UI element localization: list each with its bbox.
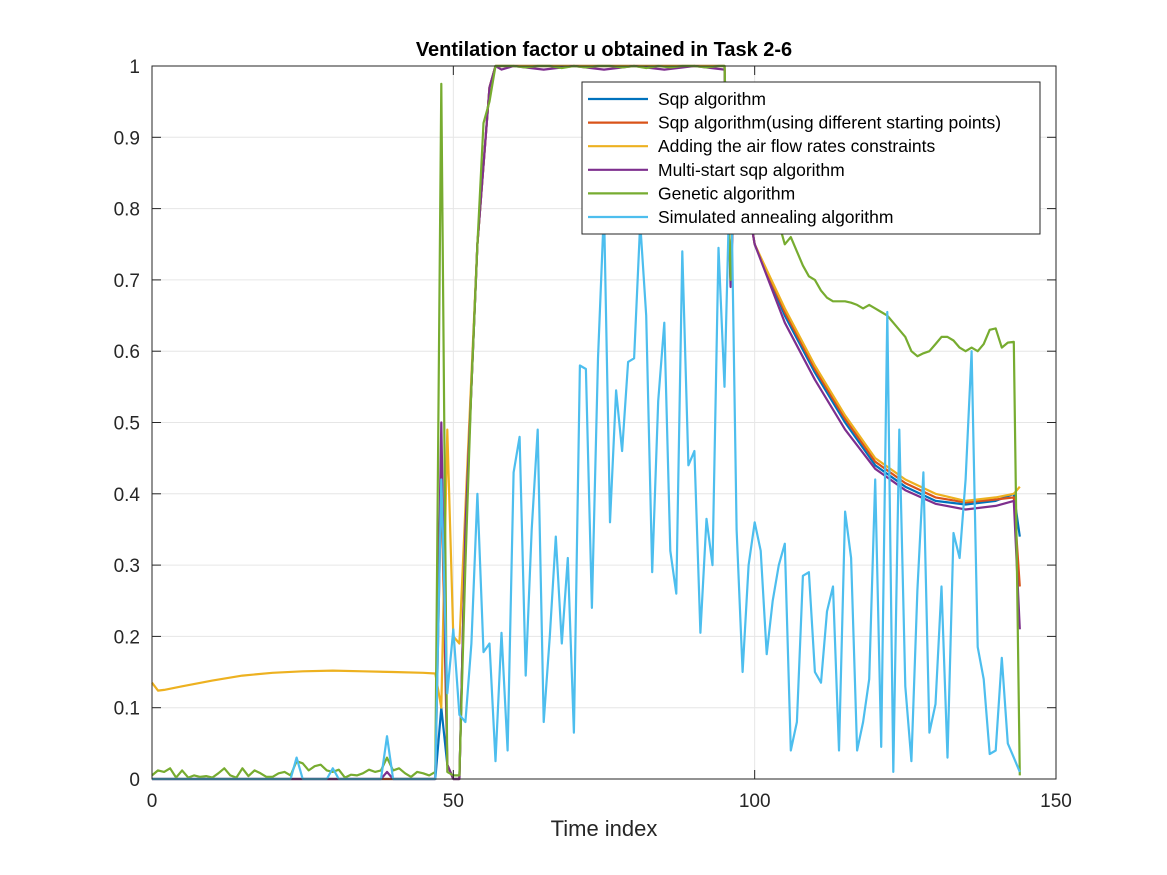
legend-label: Sqp algorithm xyxy=(658,89,766,109)
series-line-5 xyxy=(151,64,1021,779)
y-tick-label: 1 xyxy=(129,57,140,78)
y-tick-label: 0.1 xyxy=(114,699,140,720)
y-tick-label: 0 xyxy=(129,770,140,791)
axis-ticks: 0 50 100 150 0 0.1 0.2 0.3 0.4 0.5 0.6 0.7 0.8 0.9 1 xyxy=(114,57,1072,812)
series-line-6 xyxy=(152,143,1021,781)
y-tick-label: 0.2 xyxy=(114,627,140,648)
legend-label: Adding the air flow rates constraints xyxy=(658,136,935,156)
y-tick-label: 0.8 xyxy=(114,200,140,221)
legend-label: Genetic algorithm xyxy=(658,183,795,203)
x-tick-label: 150 xyxy=(1040,791,1072,812)
y-tick-label: 0.6 xyxy=(114,342,140,363)
x-tick-label: 50 xyxy=(443,791,464,812)
y-tick-label: 0.7 xyxy=(114,271,140,292)
x-tick-label: 0 xyxy=(147,791,158,812)
x-tick-label: 100 xyxy=(739,791,771,812)
y-tick-label: 0.5 xyxy=(114,414,140,435)
y-tick-label: 0.3 xyxy=(114,556,140,577)
legend-label: Multi-start sqp algorithm xyxy=(658,160,845,180)
x-axis-label: Time index xyxy=(551,816,658,841)
y-tick-label: 0.4 xyxy=(114,485,141,506)
legend-label: Simulated annealing algorithm xyxy=(658,207,893,227)
chart-title: Ventilation factor u obtained in Task 2-… xyxy=(416,39,792,61)
legend-box xyxy=(581,81,1041,235)
legend: Sqp algorithm Sqp algorithm(using differe… xyxy=(581,81,1041,235)
legend-label: Sqp algorithm(using different starting p… xyxy=(658,113,1001,133)
y-tick-label: 0.9 xyxy=(114,128,140,149)
